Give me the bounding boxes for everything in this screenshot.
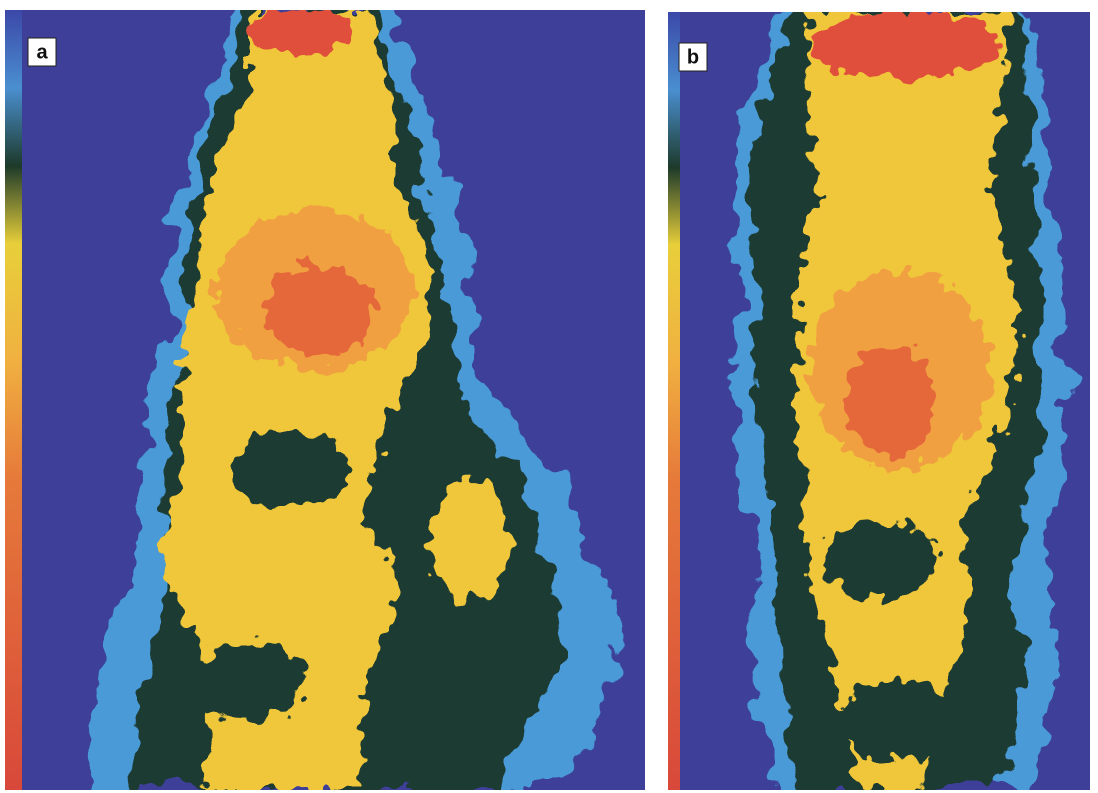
color-strip: [668, 12, 680, 790]
color-strip: [5, 10, 22, 790]
panel-label: a: [36, 41, 48, 63]
panel-a: a: [5, 5, 645, 790]
panel-label: b: [687, 46, 699, 68]
jet: [733, 10, 1066, 790]
figure: a b: [0, 0, 1098, 793]
panel-b: b: [668, 10, 1090, 790]
